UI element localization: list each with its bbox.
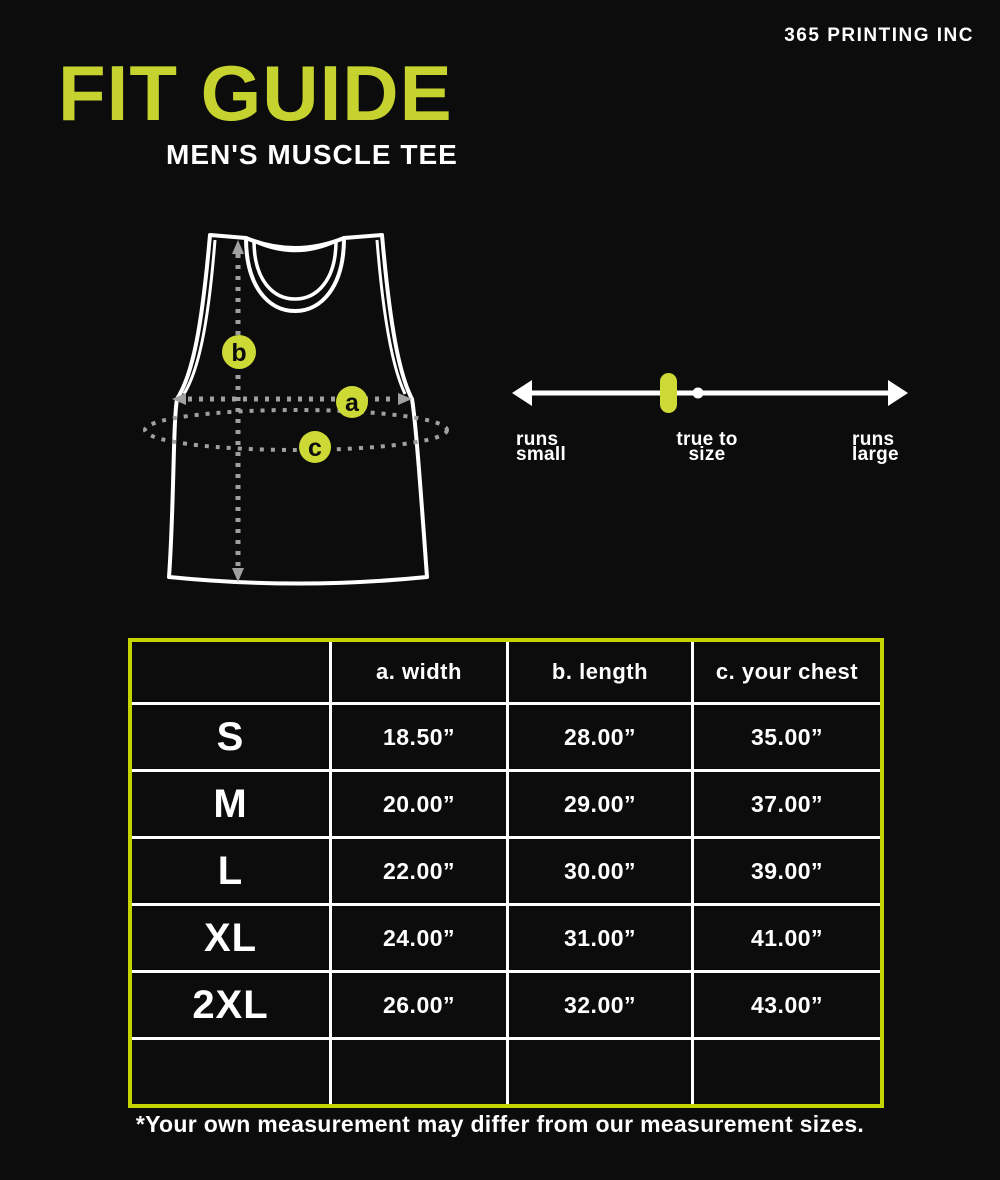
marker-c: c [299,431,331,463]
width-arrow [172,393,412,405]
empty-cell [132,1040,329,1104]
footnote: *Your own measurement may differ from ou… [135,1111,865,1137]
size-label-xl: XL [132,906,329,970]
value-l-length: 30.00” [509,839,691,903]
value-m-width: 20.00” [332,772,506,836]
marker-b-label: b [231,339,246,367]
empty-cell [694,1040,880,1104]
fit-scale: runs small true to size runs large [500,360,930,482]
value-l-chest: 39.00” [694,839,880,903]
tee-outline [167,233,429,586]
header-chest: c. your chest [694,642,880,702]
value-xl-width: 24.00” [332,906,506,970]
muscle-tee-diagram: b a c [143,233,449,586]
value-2xl-length: 32.00” [509,973,691,1037]
value-xl-length: 31.00” [509,906,691,970]
page-subtitle: MEN'S MUSCLE TEE [166,139,458,170]
fit-scale-arrow [512,380,908,406]
runs-small-label: runs small [516,429,567,465]
marker-a-label: a [345,389,360,417]
marker-a: a [336,386,368,418]
runs-large-label: runs large [852,429,899,465]
value-m-length: 29.00” [509,772,691,836]
value-xl-chest: 41.00” [694,906,880,970]
armhole-trim-right [375,239,407,395]
true-to-size-label: true to size [676,429,738,465]
size-table-grid: a. width b. length c. your chest S 18.50… [132,642,880,1104]
value-m-chest: 37.00” [694,772,880,836]
marker-b: b [222,335,256,369]
header-width: a. width [332,642,506,702]
page-title: FIT GUIDE [58,49,453,137]
value-s-width: 18.50” [332,705,506,769]
chest-ellipse [143,408,449,452]
true-to-size-marker [660,373,677,413]
neckline-inner [252,239,338,301]
size-label-l: L [132,839,329,903]
scale-dot [692,387,704,399]
size-table: a. width b. length c. your chest S 18.50… [128,638,884,1108]
size-label-m: M [132,772,329,836]
header-size [132,642,329,702]
empty-cell [332,1040,506,1104]
armhole-trim-left [182,239,217,395]
empty-cell [509,1040,691,1104]
value-l-width: 22.00” [332,839,506,903]
size-label-s: S [132,705,329,769]
value-2xl-chest: 43.00” [694,973,880,1037]
size-label-2xl: 2XL [132,973,329,1037]
header-length: b. length [509,642,691,702]
brand-name: 365 PRINTING INC [784,25,974,46]
value-s-chest: 35.00” [694,705,880,769]
value-2xl-width: 26.00” [332,973,506,1037]
value-s-length: 28.00” [509,705,691,769]
length-arrow [232,240,244,582]
marker-c-label: c [308,434,322,462]
